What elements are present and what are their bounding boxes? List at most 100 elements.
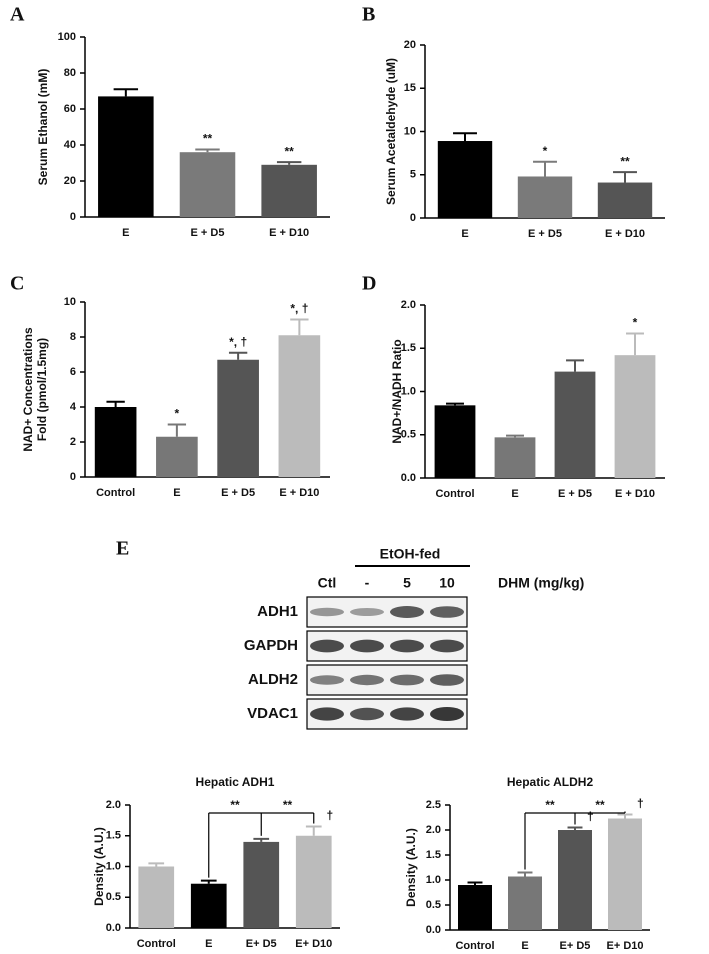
significance-label: *, † <box>290 302 308 316</box>
y-tick-label: 10 <box>64 296 76 308</box>
bracket-label: ** <box>545 798 555 812</box>
error-bar <box>200 879 217 884</box>
bracket-label: ** <box>595 798 605 812</box>
x-tick-label: E+ D10 <box>607 940 644 952</box>
significance-label: † <box>637 797 644 811</box>
error-bar <box>613 171 637 183</box>
lane-label: 5 <box>403 575 411 591</box>
chart-title: Hepatic ADH1 <box>196 775 275 789</box>
blot-band <box>390 674 424 686</box>
x-tick-label: E <box>521 940 528 952</box>
y-tick-label: 2.0 <box>106 799 121 811</box>
y-tick-label: 60 <box>64 103 76 115</box>
y-tick-label: 1.0 <box>401 385 416 397</box>
error-bar <box>167 423 187 437</box>
lane-label: Ctl <box>318 575 337 591</box>
error-bar <box>253 837 270 842</box>
error-bar <box>148 862 165 867</box>
blot-band <box>390 707 424 721</box>
bar <box>494 437 536 478</box>
bar <box>554 371 596 478</box>
y-axis-label: NAD+/NADH Ratio <box>390 339 404 443</box>
y-tick-label: 40 <box>64 139 76 151</box>
panel-letter: D <box>362 273 376 295</box>
bar <box>94 407 137 477</box>
y-axis-label: Density (A.U.) <box>404 828 418 907</box>
x-tick-label: E+ D5 <box>560 940 591 952</box>
significance-label: * <box>175 407 180 421</box>
x-tick-label: E + D10 <box>605 228 645 240</box>
blot-band <box>430 707 464 721</box>
y-tick-label: 1.0 <box>426 874 441 886</box>
x-tick-label: E + D5 <box>221 487 255 499</box>
error-bar <box>276 161 302 165</box>
error-bar <box>305 825 322 836</box>
blot-row-label: VDAC1 <box>247 705 298 722</box>
x-tick-label: E+ D10 <box>295 938 332 950</box>
blot-band <box>310 639 344 653</box>
significance-label: *, † <box>229 335 247 349</box>
blot-row-label: GAPDH <box>244 637 298 654</box>
panel-letter: C <box>10 273 24 295</box>
bar <box>434 405 476 478</box>
error-bar <box>113 88 139 97</box>
blot-row-label: ALDH2 <box>248 671 298 688</box>
bar <box>558 830 592 930</box>
y-tick-label: 0.0 <box>106 922 121 934</box>
error-bar <box>446 402 464 406</box>
x-tick-label: Control <box>137 938 176 950</box>
bar <box>98 96 154 217</box>
y-tick-label: 0.5 <box>401 429 416 441</box>
y-tick-label: 80 <box>64 67 76 79</box>
panel-letter: B <box>362 4 375 26</box>
y-tick-label: 0.0 <box>426 924 441 936</box>
y-axis-label: Serum Ethanol (mM) <box>36 69 50 186</box>
y-axis-label: Fold (pmol/1.5mg) <box>35 338 49 441</box>
error-bar <box>617 813 633 819</box>
x-tick-label: E <box>205 938 212 950</box>
y-tick-label: 2 <box>70 436 76 448</box>
bar <box>217 359 259 477</box>
significance-label: ** <box>284 144 294 158</box>
significance-label: * <box>543 144 548 158</box>
significance-label: ** <box>203 132 213 146</box>
y-tick-label: 5 <box>410 169 416 181</box>
y-axis-label: Density (A.U.) <box>92 827 106 906</box>
x-tick-label: E + D10 <box>269 227 309 239</box>
bar <box>458 885 492 930</box>
bar <box>261 164 317 217</box>
error-bar <box>195 148 220 153</box>
x-tick-label: Control <box>435 488 474 500</box>
error-bar <box>506 434 524 438</box>
bar <box>508 876 542 930</box>
y-tick-label: 0 <box>410 212 416 224</box>
blot-band <box>310 607 344 617</box>
panel-letter: E <box>116 538 129 560</box>
y-tick-label: 15 <box>404 82 416 94</box>
y-tick-label: 20 <box>404 39 416 51</box>
blot-band <box>310 707 344 721</box>
bar <box>614 355 656 478</box>
significance-label: † <box>587 810 594 824</box>
bar <box>138 866 175 928</box>
panel-letter: A <box>10 4 25 26</box>
y-tick-label: 8 <box>70 331 76 343</box>
y-tick-label: 4 <box>70 401 77 413</box>
dose-label: DHM (mg/kg) <box>498 575 584 591</box>
x-tick-label: E + D10 <box>279 487 319 499</box>
y-tick-label: 1.5 <box>426 849 441 861</box>
x-tick-label: E + D5 <box>528 228 562 240</box>
y-tick-label: 6 <box>70 366 76 378</box>
x-tick-label: E + D5 <box>191 227 225 239</box>
bracket-label: ** <box>230 798 240 812</box>
x-tick-label: E + D10 <box>615 488 655 500</box>
y-tick-label: 1.5 <box>401 342 416 354</box>
bar <box>179 152 236 217</box>
blot-row-label: ADH1 <box>257 603 298 620</box>
y-tick-label: 1.0 <box>106 860 121 872</box>
error-bar <box>626 332 644 356</box>
blot-band <box>350 608 384 616</box>
y-tick-label: 100 <box>58 31 76 43</box>
x-tick-label: E <box>173 487 180 499</box>
